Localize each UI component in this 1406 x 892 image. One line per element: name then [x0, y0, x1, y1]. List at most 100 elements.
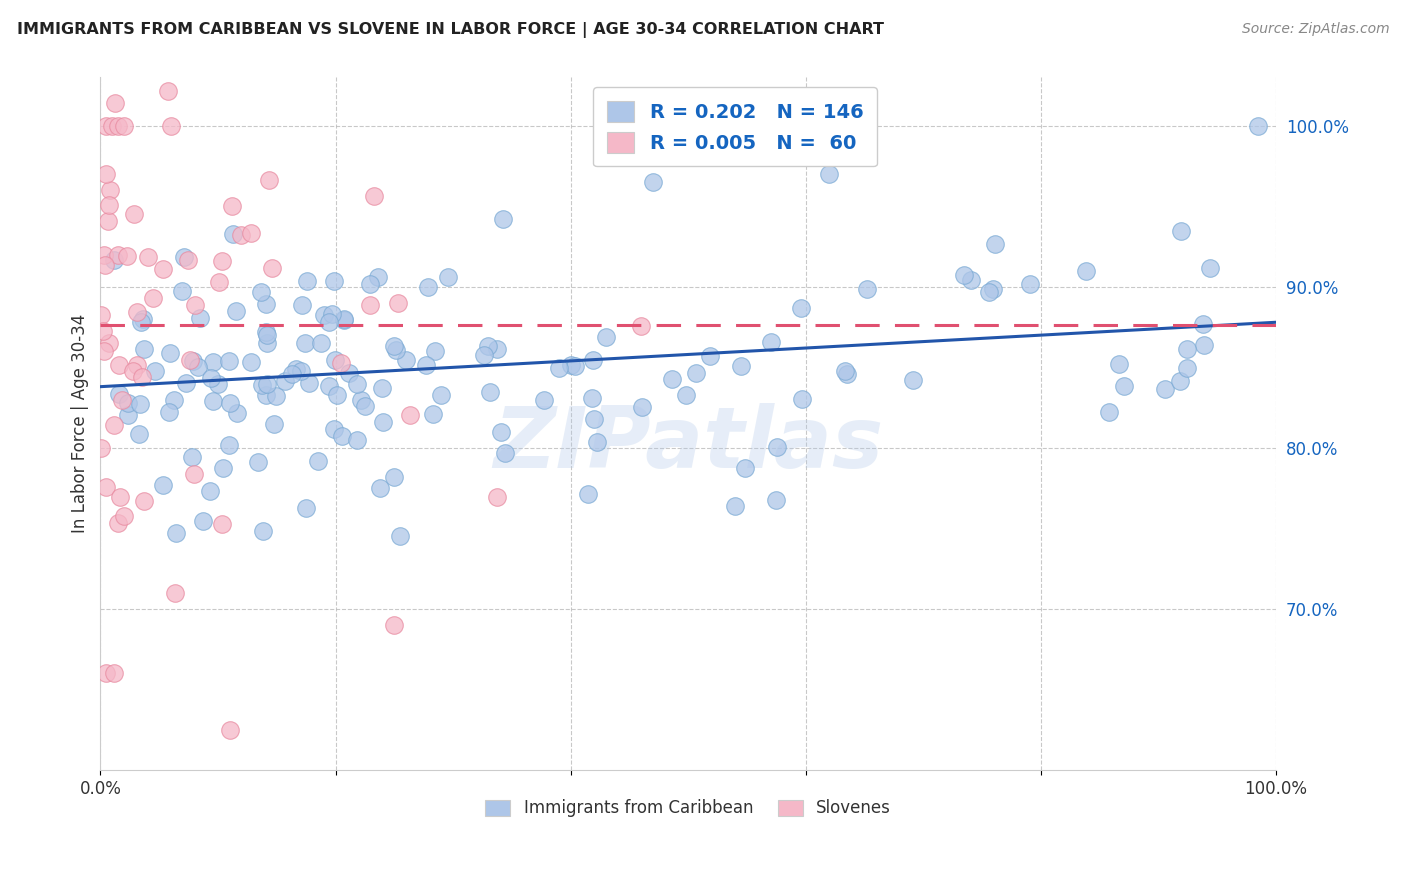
Point	[330, 429, 353, 443]
Point	[172, 284, 194, 298]
Point	[181, 450, 204, 464]
Point	[1019, 277, 1042, 291]
Point	[766, 441, 789, 455]
Point	[371, 415, 394, 429]
Point	[430, 388, 453, 402]
Point	[576, 487, 599, 501]
Point	[256, 335, 278, 350]
Point	[1170, 224, 1192, 238]
Point	[486, 490, 509, 504]
Point	[325, 388, 347, 402]
Point	[129, 315, 152, 329]
Point	[329, 356, 352, 370]
Point	[256, 325, 278, 339]
Point	[290, 364, 312, 378]
Point	[174, 376, 197, 390]
Point	[93, 343, 115, 358]
Point	[350, 392, 373, 407]
Point	[322, 274, 344, 288]
Point	[163, 392, 186, 407]
Point	[200, 371, 222, 385]
Legend: Immigrants from Caribbean, Slovenes: Immigrants from Caribbean, Slovenes	[478, 793, 898, 824]
Point	[132, 312, 155, 326]
Point	[368, 482, 391, 496]
Point	[91, 324, 114, 338]
Point	[291, 298, 314, 312]
Point	[309, 336, 332, 351]
Point	[675, 387, 697, 401]
Y-axis label: In Labor Force | Age 30-34: In Labor Force | Age 30-34	[72, 314, 89, 533]
Point	[157, 405, 180, 419]
Text: Source: ZipAtlas.com: Source: ZipAtlas.com	[1241, 22, 1389, 37]
Point	[211, 517, 233, 532]
Point	[382, 339, 405, 353]
Point	[818, 167, 841, 181]
Point	[183, 353, 205, 368]
Point	[382, 469, 405, 483]
Point	[122, 207, 145, 221]
Point	[1175, 343, 1198, 357]
Point	[90, 308, 112, 322]
Point	[285, 362, 308, 376]
Point	[363, 189, 385, 203]
Point	[202, 355, 225, 369]
Point	[1153, 382, 1175, 396]
Point	[177, 252, 200, 267]
Point	[98, 183, 121, 197]
Point	[264, 389, 287, 403]
Point	[94, 259, 117, 273]
Point	[125, 305, 148, 319]
Point	[699, 349, 721, 363]
Point	[494, 446, 516, 460]
Point	[533, 393, 555, 408]
Point	[108, 491, 131, 505]
Point	[256, 327, 278, 342]
Point	[152, 478, 174, 492]
Point	[492, 212, 515, 227]
Point	[96, 480, 118, 494]
Point	[661, 372, 683, 386]
Point	[437, 270, 460, 285]
Point	[108, 387, 131, 401]
Point	[564, 359, 586, 373]
Point	[385, 343, 408, 358]
Point	[163, 585, 186, 599]
Point	[685, 366, 707, 380]
Point	[1074, 263, 1097, 277]
Point	[229, 227, 252, 242]
Point	[103, 418, 125, 433]
Point	[156, 84, 179, 98]
Point	[252, 378, 274, 392]
Point	[101, 119, 124, 133]
Point	[200, 484, 222, 499]
Point	[122, 363, 145, 377]
Point	[219, 396, 242, 410]
Point	[724, 499, 747, 513]
Point	[115, 249, 138, 263]
Point	[297, 274, 319, 288]
Point	[548, 361, 571, 376]
Point	[254, 297, 277, 311]
Point	[134, 494, 156, 508]
Point	[202, 394, 225, 409]
Point	[394, 352, 416, 367]
Point	[112, 508, 135, 523]
Point	[211, 460, 233, 475]
Point	[641, 175, 664, 189]
Point	[790, 392, 813, 406]
Point	[359, 298, 381, 312]
Point	[191, 514, 214, 528]
Point	[730, 359, 752, 374]
Point	[472, 349, 495, 363]
Point	[211, 253, 233, 268]
Point	[240, 227, 263, 241]
Point	[295, 501, 318, 516]
Point	[834, 364, 856, 378]
Point	[1168, 374, 1191, 388]
Point	[485, 342, 508, 356]
Point	[979, 285, 1001, 300]
Point	[208, 275, 231, 289]
Point	[260, 260, 283, 275]
Point	[387, 296, 409, 310]
Point	[631, 400, 654, 414]
